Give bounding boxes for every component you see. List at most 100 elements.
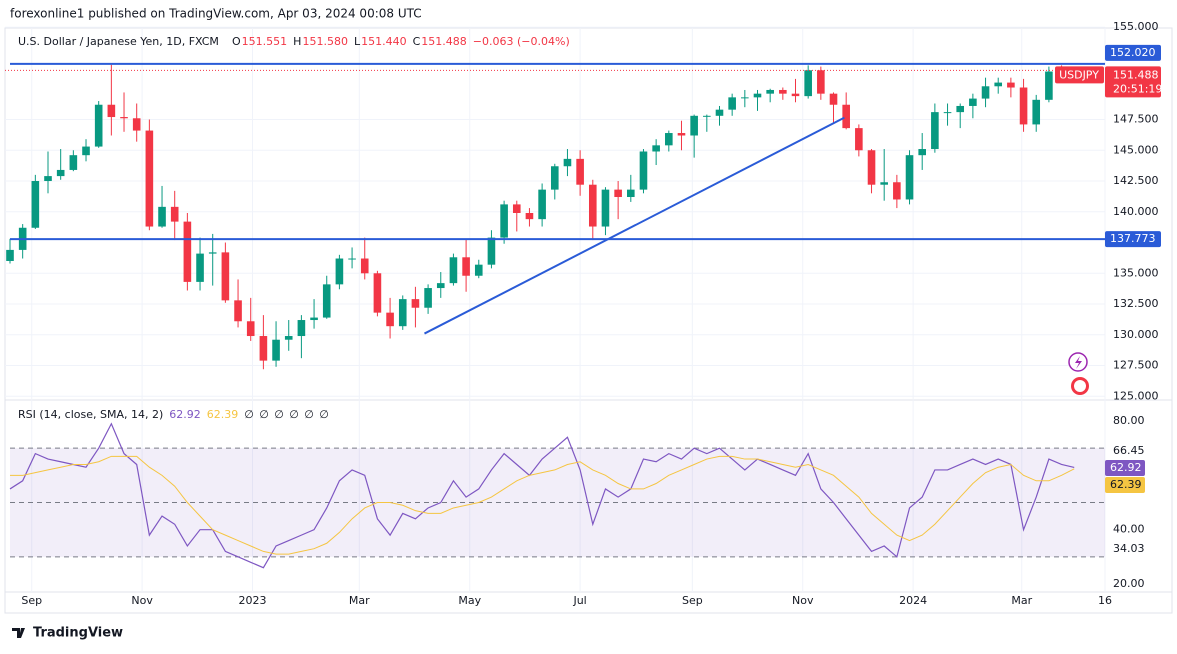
candle-body xyxy=(969,98,977,106)
candle-body xyxy=(905,155,914,200)
last-price-tag xyxy=(1105,66,1161,98)
candle-body xyxy=(677,133,686,136)
y-tick-label: 140.000 xyxy=(1113,205,1159,218)
candle-body xyxy=(842,104,850,129)
y-tick-label: 135.000 xyxy=(1113,266,1159,279)
candle-body xyxy=(462,257,470,276)
candle-body xyxy=(994,82,1003,87)
symbol-tag xyxy=(1055,66,1104,84)
candle-body xyxy=(284,336,293,340)
x-tick-label: Mar xyxy=(1011,594,1032,607)
events-icon-bolt xyxy=(1075,356,1082,369)
flag-icon-inner xyxy=(1074,380,1086,392)
candle-body xyxy=(487,237,496,265)
x-tick-label: Jul xyxy=(572,594,586,607)
candle-body xyxy=(1007,82,1015,88)
candle-body xyxy=(715,109,724,116)
candle-body xyxy=(601,189,610,227)
candle-body xyxy=(386,312,394,327)
x-tick-label: Nov xyxy=(131,594,153,607)
chart-frame xyxy=(4,27,1173,614)
candle-body xyxy=(234,300,242,322)
candle-body xyxy=(158,206,166,227)
last-price-label: 151.488 xyxy=(1113,68,1159,81)
candle-body xyxy=(538,189,546,220)
indicator-title: RSI (14, close, SMA, 14, 2) xyxy=(18,408,163,421)
candle-body xyxy=(335,258,344,285)
indicator-tag-label: 62.92 xyxy=(1110,461,1142,474)
candle-body xyxy=(779,89,787,94)
x-tick-label: 16 xyxy=(1098,594,1112,607)
symbol-tag-label: USDJPY xyxy=(1059,68,1099,81)
candle-body xyxy=(525,213,534,220)
y-tick-label: 145.000 xyxy=(1113,143,1159,156)
x-tick-label: 2023 xyxy=(239,594,267,607)
candle-body xyxy=(791,93,800,97)
empty-value: ∅ xyxy=(304,408,314,421)
range-label: 66.45 xyxy=(1113,444,1145,457)
price-tag xyxy=(1105,231,1161,248)
candle-body xyxy=(348,258,356,260)
legend-key: C xyxy=(413,35,421,48)
indicator-value: 62.39 xyxy=(207,408,239,421)
candle-body xyxy=(310,317,318,321)
candle-body xyxy=(576,158,584,185)
ohlc-legend: O 151.551 H 151.580 L 151.440 C 151.488 −0.063 (… xyxy=(232,35,570,48)
legend-change: −0.063 (−0.04%) xyxy=(473,35,570,48)
y-tick-label: 125.000 xyxy=(1113,389,1159,402)
brand: TradingView xyxy=(33,626,123,641)
candle-body xyxy=(132,118,141,131)
candle-body xyxy=(829,93,838,105)
candle-body xyxy=(259,336,268,361)
price-tag-label: 152.020 xyxy=(1110,46,1156,59)
candle-body xyxy=(728,97,736,110)
empty-value: ∅ xyxy=(259,408,269,421)
candle-body xyxy=(107,104,116,118)
candle-body xyxy=(512,204,521,213)
candle-body xyxy=(766,89,774,94)
candle-body xyxy=(690,115,698,136)
panes xyxy=(5,62,1105,569)
candle-body xyxy=(614,189,622,198)
y-tick-label: 132.500 xyxy=(1113,297,1159,310)
candle-body xyxy=(183,221,192,282)
publisher: forexonline1 published on TradingView.co… xyxy=(10,7,422,21)
trend-line xyxy=(424,116,845,335)
candle-body xyxy=(272,339,280,361)
candle-body xyxy=(588,184,597,227)
candle-body xyxy=(145,130,154,227)
indicator-tag xyxy=(1105,477,1145,493)
x-tick-label: Nov xyxy=(792,594,814,607)
candle-body xyxy=(753,93,762,98)
legend-value: 151.488 xyxy=(421,35,467,48)
y-tick-label: 155.000 xyxy=(1113,20,1159,33)
empty-value: ∅ xyxy=(289,408,299,421)
y-tick-label: 147.500 xyxy=(1113,113,1159,126)
candle-body xyxy=(474,264,483,276)
candle-body xyxy=(424,288,432,308)
empty-value: ∅ xyxy=(319,408,329,421)
rsi-line xyxy=(9,422,1075,569)
candle-body xyxy=(880,182,888,185)
candle-body xyxy=(918,149,926,156)
x-tick-label: Sep xyxy=(21,594,42,607)
candle-body xyxy=(855,128,863,151)
candle-body xyxy=(550,166,559,190)
candle-body xyxy=(322,284,331,318)
candle-body xyxy=(867,150,876,185)
candle-body xyxy=(665,133,673,146)
legend-value: 151.580 xyxy=(302,35,348,48)
candle-body xyxy=(1032,99,1041,125)
y-tick-label: 20.00 xyxy=(1113,577,1145,590)
legend-value: 151.551 xyxy=(242,35,288,48)
candle-body xyxy=(398,299,407,327)
instrument: U.S. Dollar / Japanese Yen, 1D, FXCM xyxy=(18,35,219,48)
price-tag-label: 137.773 xyxy=(1110,232,1156,245)
y-tick-label: 40.00 xyxy=(1113,523,1145,536)
y-tick-label: 130.000 xyxy=(1113,328,1159,341)
legend-key: L xyxy=(354,35,361,48)
candle-body xyxy=(31,181,40,228)
